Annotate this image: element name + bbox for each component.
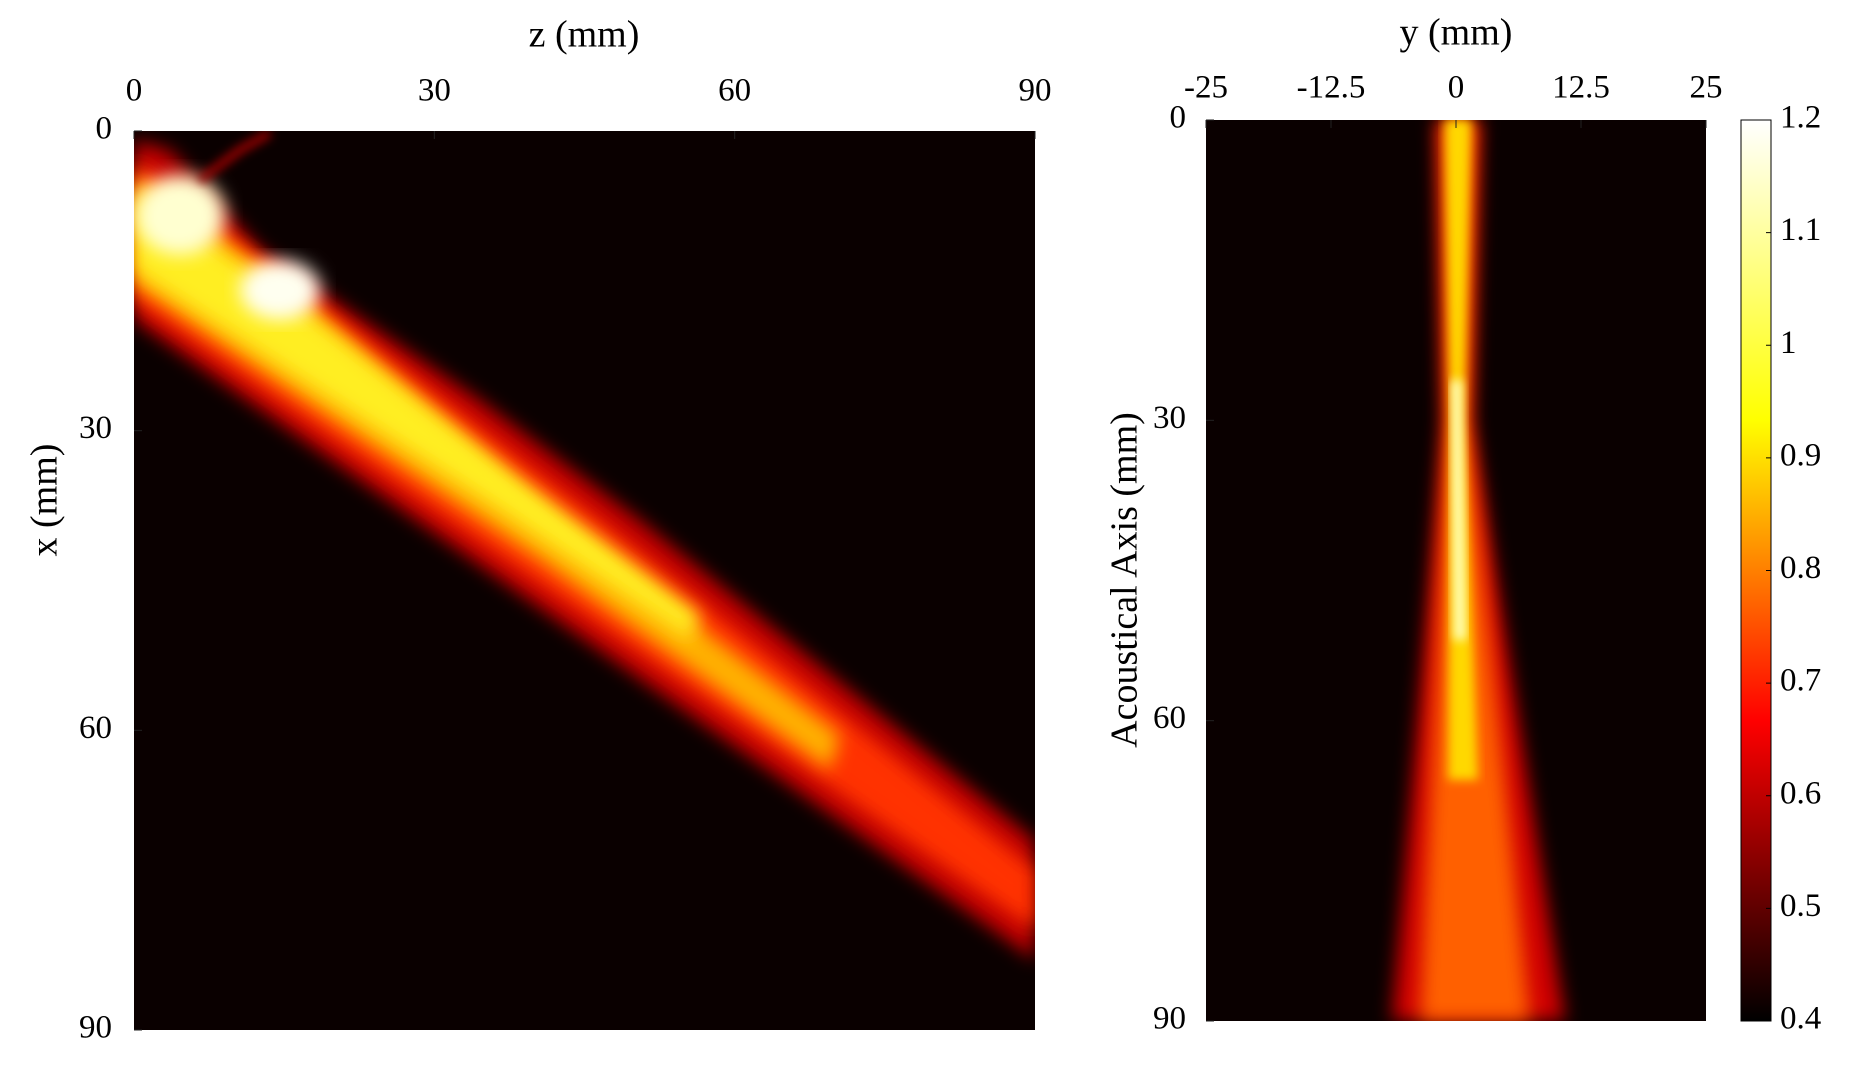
y-tick-label: 60 [1153, 700, 1186, 736]
heatmap-field [134, 131, 1035, 960]
y-tick-label: 0 [1170, 100, 1187, 136]
colorbar-tick-label: 1 [1780, 325, 1797, 361]
axes: 0 30 60 90 0 30 60 90 z (mm) x (mm) -25 -12.5 0 12.5 2… [24, 12, 1822, 1046]
y-tick-label: 30 [79, 410, 112, 446]
colorbar-tick-label: 0.7 [1780, 663, 1821, 699]
y-tick-label: 90 [79, 1010, 112, 1046]
colorbar-tick-label: 0.5 [1780, 888, 1821, 924]
colorbar-tick-label: 0.8 [1780, 550, 1821, 586]
x-tick-label: -25 [1184, 70, 1228, 106]
colorbar-tick-label: 1.1 [1780, 212, 1821, 248]
y-axis-label: x (mm) [24, 444, 66, 557]
y-axis-label: Acoustical Axis (mm) [1104, 412, 1146, 748]
x-tick-label: 90 [1019, 73, 1052, 109]
colorbar-tick-label: 0.6 [1780, 775, 1821, 811]
colorbar-tick-label: 1.2 [1780, 100, 1821, 136]
y-tick-label: 0 [96, 111, 113, 147]
x-tick-label: 60 [718, 73, 751, 109]
colorbar-tick-label: 0.9 [1780, 437, 1821, 473]
y-tick-label: 60 [79, 710, 112, 746]
x-tick-label: 25 [1690, 70, 1723, 106]
x-tick-label: 30 [418, 73, 451, 109]
y-tick-label: 30 [1153, 400, 1186, 436]
x-tick-label: -12.5 [1297, 70, 1366, 106]
x-axis-label: z (mm) [529, 14, 640, 56]
x-tick-label: 0 [126, 73, 143, 109]
x-tick-label: 0 [1448, 70, 1465, 106]
y-tick-label: 90 [1153, 1001, 1186, 1037]
heatmap-field [1392, 120, 1565, 1021]
colorbar-tick-label: 0.4 [1780, 1001, 1821, 1037]
x-axis-label: y (mm) [1400, 12, 1513, 54]
x-tick-label: 12.5 [1552, 70, 1610, 106]
